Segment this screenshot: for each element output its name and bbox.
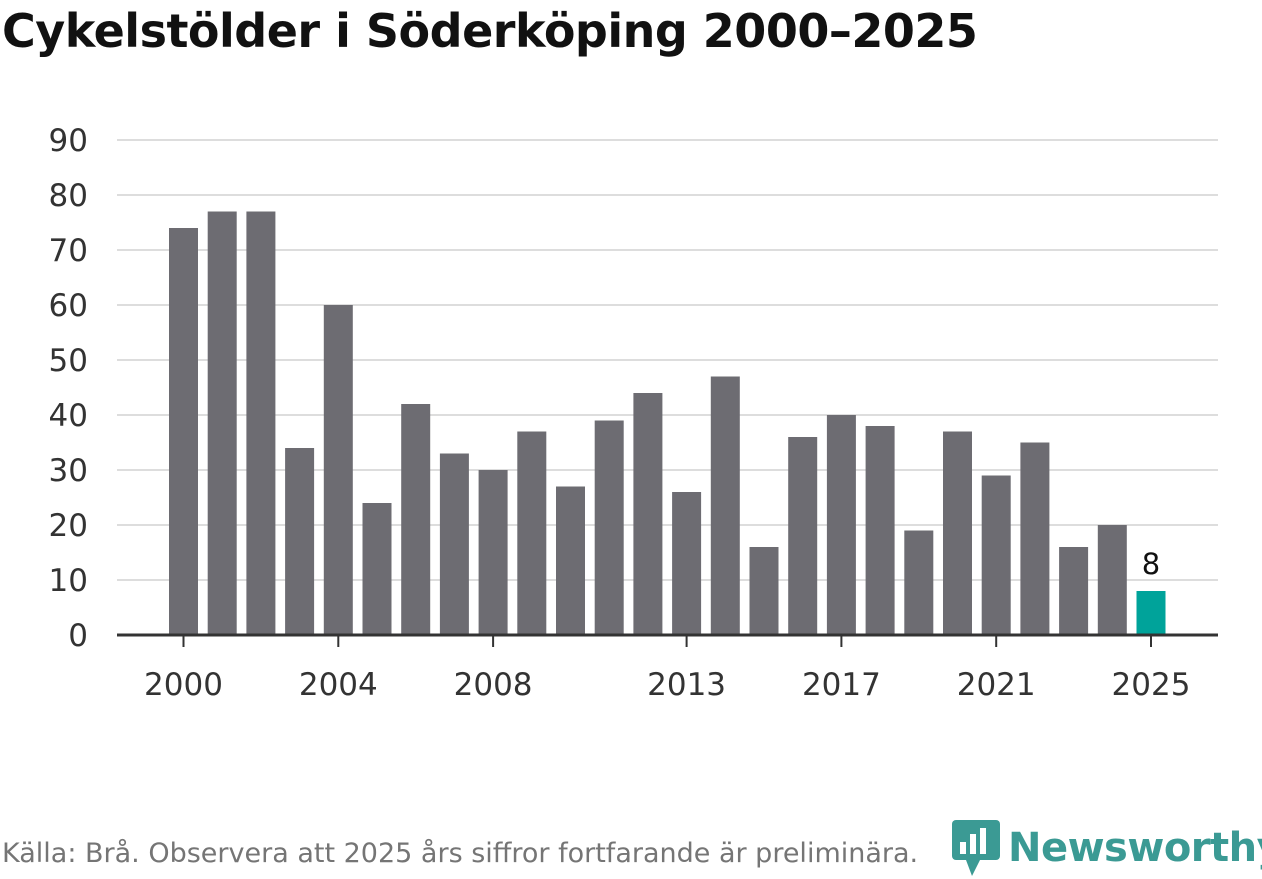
y-tick-label: 30 [49,453,88,489]
newsworthy-logo-text: Newsworthy [1008,825,1262,871]
bar [710,376,740,635]
newsworthy-logo[interactable]: Newsworthy [950,818,1262,878]
bar [169,228,198,635]
y-tick-label: 60 [49,288,88,324]
bar [1059,547,1089,635]
bar [788,437,818,635]
bar [401,404,431,635]
bar [207,211,237,635]
x-tick-label: 2004 [299,667,378,703]
bar [285,448,315,635]
x-tick-label: 2025 [1112,667,1191,703]
y-tick-label: 70 [49,233,88,269]
y-tick-label: 90 [49,123,88,159]
bar [246,211,276,635]
bar [633,393,663,635]
bar [362,503,392,635]
bar [981,475,1011,635]
x-tick-label: 2021 [957,667,1036,703]
x-tick-label: 2013 [647,667,726,703]
y-tick-label: 10 [49,563,88,599]
bar [1097,525,1127,635]
y-tick-label: 50 [49,343,88,379]
bar [749,547,779,635]
x-tick-label: 2008 [454,667,533,703]
y-tick-label: 0 [68,618,88,654]
bar [594,420,624,635]
bar [1136,591,1166,635]
source-note: Källa: Brå. Observera att 2025 års siffr… [2,838,919,869]
bar [556,486,585,635]
newsworthy-logo-icon [952,820,1000,876]
bar [323,305,353,635]
bar [943,431,972,635]
y-tick-label: 20 [49,508,88,544]
bar [826,415,856,635]
x-tick-label: 2000 [144,667,223,703]
x-tick-label: 2017 [802,667,881,703]
bar [439,453,469,635]
data-label: 8 [1142,547,1160,581]
chart-title: Cykelstölder i Söderköping 2000–2025 [2,4,978,58]
bar [672,492,702,635]
y-tick-label: 40 [49,398,88,434]
bar [478,470,508,635]
y-tick-label: 80 [49,178,88,214]
bar [904,530,934,635]
bar [865,426,895,635]
bar [517,431,547,635]
bar [1020,442,1050,635]
